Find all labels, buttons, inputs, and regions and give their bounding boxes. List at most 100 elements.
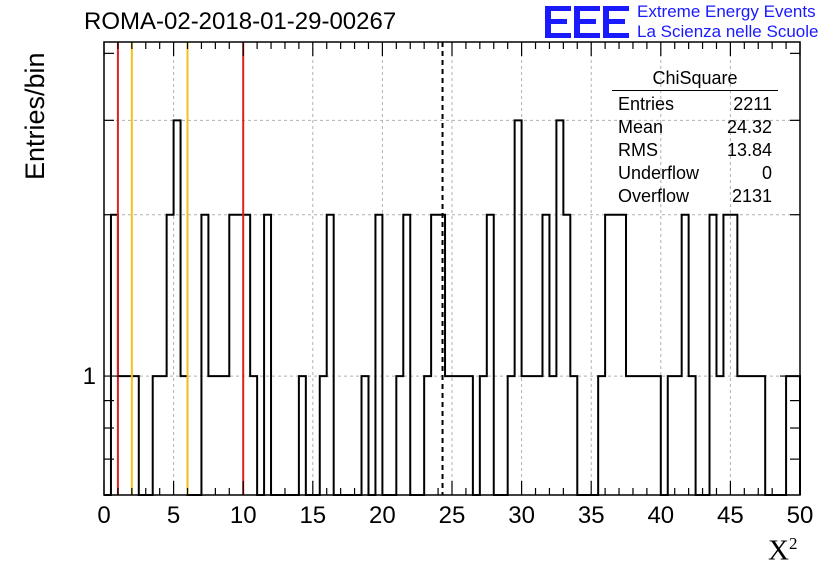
histogram-bin (487, 215, 494, 495)
x-tick-label: 45 (717, 502, 744, 529)
histogram-bin (647, 376, 654, 495)
histogram-bin (215, 376, 222, 495)
histogram-bin (320, 376, 327, 495)
histogram-bin (167, 215, 174, 495)
stats-label: Mean (618, 117, 664, 137)
histogram-bin (793, 376, 800, 495)
histogram-bin (668, 376, 675, 495)
histogram-outline (104, 119, 801, 496)
histogram-bin (522, 376, 529, 495)
stats-value: 13.84 (726, 140, 772, 160)
histogram-bin (640, 376, 647, 495)
histogram-bin (654, 376, 661, 495)
stats-label: Underflow (618, 163, 700, 183)
histogram-bin (243, 215, 250, 495)
histogram-bin (375, 215, 382, 495)
histogram-bin (132, 376, 139, 495)
histogram-bin (327, 215, 334, 495)
x-tick-label: 5 (167, 502, 180, 529)
histogram-bin (201, 215, 208, 495)
x-tick-label: 50 (787, 502, 814, 529)
histogram-bin (181, 376, 188, 495)
stats-row-underflow: Underflow 0 (612, 162, 778, 185)
histogram-bin (264, 215, 271, 495)
x-tick-label: 30 (508, 502, 535, 529)
histogram-bars (104, 119, 801, 496)
histogram-bin (758, 376, 765, 495)
tick-labels: 0 5 10 15 20 25 30 35 40 45 50 1 (83, 363, 814, 529)
histogram-bin (250, 376, 257, 495)
histogram-bin (570, 376, 577, 495)
logo-letter-e-2 (574, 6, 600, 38)
branding-line-1: Extreme Energy Events (637, 2, 816, 21)
histogram-bin (236, 215, 243, 495)
histogram-bin (675, 376, 682, 495)
reference-lines (116, 42, 444, 495)
histogram-bin (716, 376, 723, 495)
histogram-bin (403, 215, 410, 495)
stats-row-entries: Entries 2211 (612, 93, 778, 116)
eee-logo-icon (545, 6, 629, 38)
x-tick-label: 10 (230, 502, 257, 529)
histogram-bin (751, 376, 758, 495)
histogram-bin (362, 376, 369, 495)
histogram-bin (125, 376, 132, 495)
stats-row-mean: Mean 24.32 (612, 116, 778, 139)
stats-value: 24.32 (726, 117, 772, 137)
histogram-bin (431, 215, 438, 495)
histogram-bin (563, 215, 570, 495)
x-axis-label: X2 (768, 534, 797, 568)
histogram-bin (424, 376, 431, 495)
histogram-bin (529, 376, 536, 495)
x-tick-label: 25 (439, 502, 466, 529)
stats-label: Entries (618, 94, 675, 114)
histogram-bin (710, 215, 717, 495)
x-tick-label: 15 (299, 502, 326, 529)
histogram-bin (744, 376, 751, 495)
histogram-bin (619, 215, 626, 495)
x-tick-label: 0 (97, 502, 110, 529)
histogram-bin (480, 376, 487, 495)
histogram-bin (174, 120, 181, 495)
histogram-bin (633, 376, 640, 495)
histogram-bin (508, 376, 515, 495)
branding-text: Extreme Energy Events La Scienza nelle S… (637, 2, 818, 42)
x-tick-label: 20 (369, 502, 396, 529)
stats-value: 0 (761, 163, 772, 183)
stats-title: ChiSquare (612, 68, 778, 91)
histogram-bin (723, 215, 730, 495)
histogram-bin (786, 376, 793, 495)
histogram-bin (549, 376, 556, 495)
histogram-bin (556, 120, 563, 495)
stats-row-overflow: Overflow 2131 (612, 185, 778, 208)
histogram-bin (730, 215, 737, 495)
histogram-bin (536, 376, 543, 495)
axis-ticks (103, 42, 801, 495)
y-tick-label: 1 (83, 363, 96, 390)
histogram-bin (396, 376, 403, 495)
histogram-bin (605, 215, 612, 495)
histogram-bin (626, 376, 633, 495)
x-axis-label-base: X (768, 534, 789, 567)
x-tick-label: 40 (647, 502, 674, 529)
histogram-bin (542, 215, 549, 495)
histogram-bin (466, 376, 473, 495)
histogram-bin (689, 376, 696, 495)
run-label: ROMA-02-2018-01-29-00267 (84, 8, 397, 35)
histogram-bin (222, 376, 229, 495)
logo-letter-e-1 (545, 6, 571, 38)
histogram-bin (682, 215, 689, 495)
histogram-bin (153, 376, 160, 495)
histogram-bin (459, 376, 466, 495)
stats-value: 2131 (731, 186, 772, 206)
x-axis-label-superscript: 2 (788, 534, 798, 553)
stats-row-rms: RMS 13.84 (612, 139, 778, 162)
stats-box: ChiSquare Entries 2211 Mean 24.32 RMS 13.84… (612, 68, 778, 208)
histogram-bin (111, 215, 118, 495)
branding-line-2: La Scienza nelle Scuole (637, 22, 819, 41)
histogram-bin (229, 215, 236, 495)
histogram-bin (160, 376, 167, 495)
histogram-bin (118, 376, 125, 495)
stats-label: Overflow (618, 186, 690, 206)
